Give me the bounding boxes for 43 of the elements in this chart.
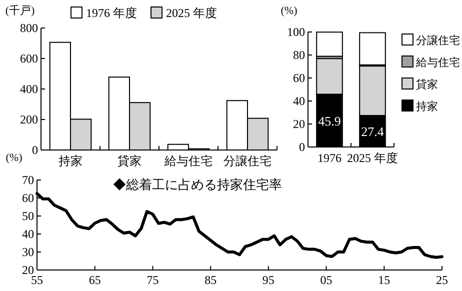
x-tick-label: 1976 bbox=[318, 151, 342, 165]
x-tick-label: 給与住宅 bbox=[164, 154, 212, 168]
y-tick-label: 0 bbox=[32, 143, 38, 157]
x-tick-label: 95 bbox=[262, 273, 274, 287]
y-tick-label: 40 bbox=[293, 94, 305, 108]
y-tick-label: 20 bbox=[22, 263, 34, 277]
y-tick-label: 400 bbox=[20, 82, 38, 96]
legend-label: 分譲住宅 bbox=[416, 34, 460, 47]
y-tick-label: 600 bbox=[20, 52, 38, 66]
legend-label: 持家 bbox=[416, 100, 438, 113]
x-tick-label: 85 bbox=[204, 273, 217, 287]
legend-label: 給与住宅 bbox=[415, 56, 460, 69]
y-tick-label: 100 bbox=[287, 25, 305, 39]
y-axis-title: (%) bbox=[280, 5, 298, 17]
legend-label: 貸家 bbox=[416, 78, 438, 91]
x-tick-label: 持家 bbox=[58, 154, 82, 168]
data-label: 27.4 bbox=[361, 124, 384, 140]
x-tick-label: 75 bbox=[146, 273, 159, 287]
x-tick-label: 25 bbox=[436, 273, 448, 287]
y-tick-label: 70 bbox=[22, 173, 34, 187]
x-tick-label: 15 bbox=[378, 273, 390, 287]
y-tick-label: 800 bbox=[20, 21, 38, 35]
x-tick-label: 貸家 bbox=[118, 154, 142, 168]
y-tick-label: 40 bbox=[22, 227, 34, 241]
y-tick-label: 80 bbox=[293, 48, 305, 62]
y-tick-label: 200 bbox=[20, 112, 38, 126]
x-tick-label: 55 bbox=[31, 273, 43, 287]
legend-label: 2025 年度 bbox=[166, 6, 217, 20]
y-tick-label: 0 bbox=[299, 140, 305, 154]
x-tick-label: 65 bbox=[88, 273, 101, 287]
y-tick-label: 60 bbox=[22, 191, 34, 205]
chart-title: ◆総着工に占める持家住宅率 bbox=[113, 177, 282, 192]
x-tick-label: 分譲住宅 bbox=[224, 154, 272, 168]
x-tick-label: 2025 年度 bbox=[347, 151, 398, 165]
legend-label: 1976 年度 bbox=[86, 6, 137, 20]
y-axis-title: (千戸) bbox=[5, 4, 35, 17]
data-label: 45.9 bbox=[318, 114, 341, 129]
y-tick-label: 20 bbox=[293, 117, 305, 131]
x-tick-label: 05 bbox=[320, 273, 332, 287]
y-axis-title: (%) bbox=[6, 152, 23, 164]
y-tick-label: 50 bbox=[22, 209, 34, 223]
y-tick-label: 30 bbox=[22, 245, 34, 259]
y-tick-label: 60 bbox=[293, 71, 305, 85]
